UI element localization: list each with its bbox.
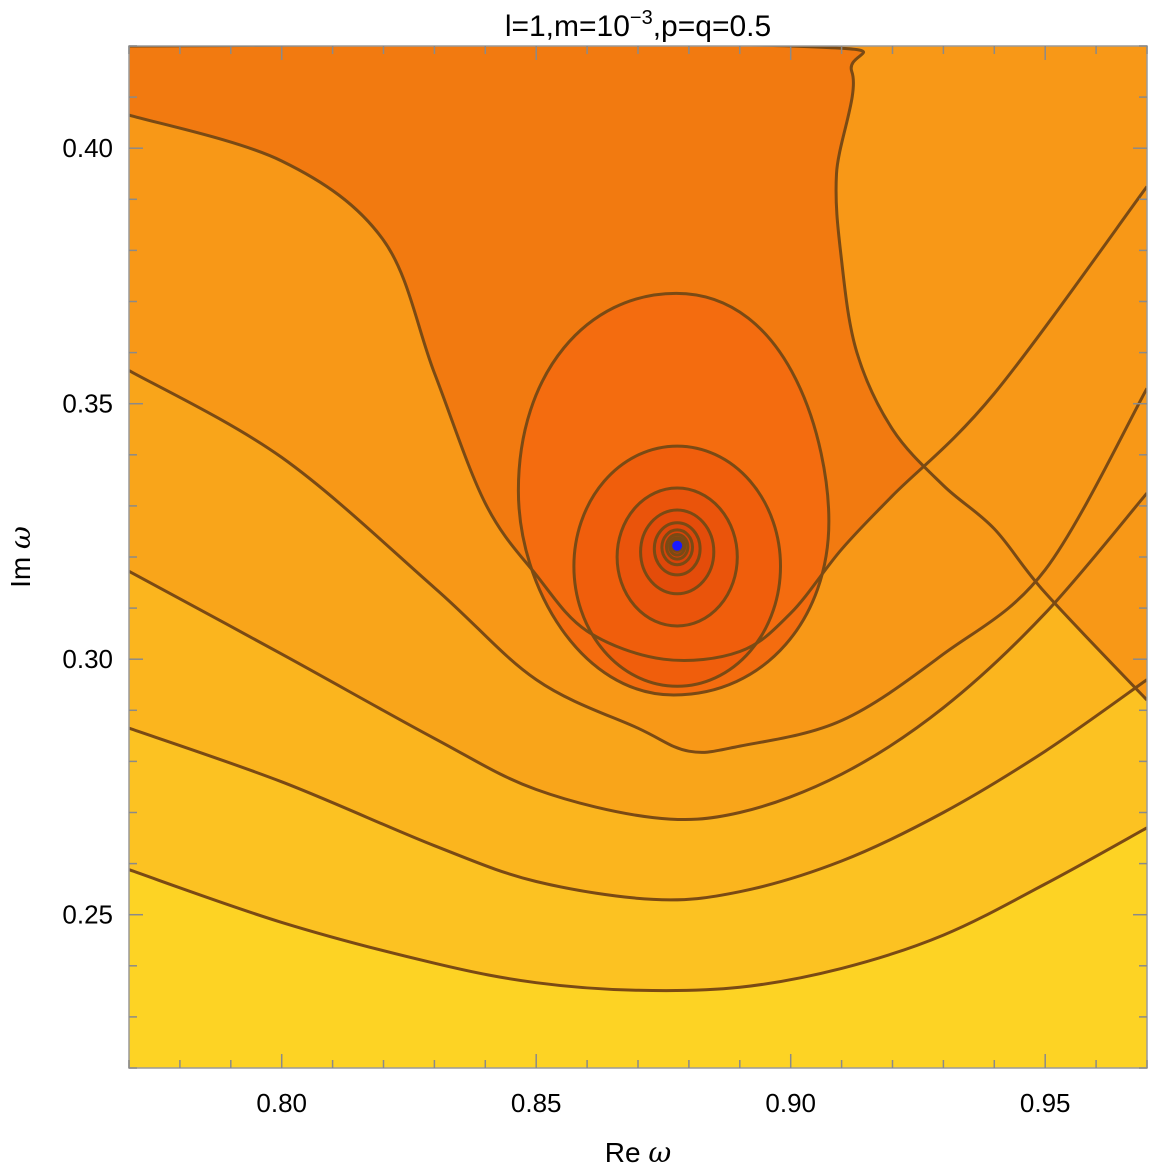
contour-line-1 (129, 826, 1147, 993)
plot-area (129, 46, 1147, 1068)
x-tick-label: 0.95 (1020, 1088, 1071, 1118)
x-tick-label: 0.90 (765, 1088, 816, 1118)
title-exponent: −3 (630, 7, 653, 29)
y-tick-label: 0.30 (62, 644, 113, 674)
contour-line-5 (129, 113, 1147, 662)
title-rest: ,p=q=0.5 (653, 10, 771, 43)
center-contours (516, 291, 831, 697)
y-tick-label: 0.25 (62, 900, 113, 930)
contour-line-6 (129, 46, 1147, 702)
chart-title: l=1,m=10−3,p=q=0.5 (505, 7, 771, 43)
x-tick-label: 0.85 (511, 1088, 562, 1118)
y-tick-label: 0.40 (62, 133, 113, 163)
x-axis-title: Re ω (605, 1136, 672, 1169)
contour-band-1 (129, 827, 1147, 1068)
axis-tick-labels: 0.80 0.85 0.90 0.95 0.25 0.30 0.35 0.40 (62, 133, 1070, 1118)
axis-ticks (128, 45, 1148, 1069)
contour-lines (129, 46, 1147, 993)
y-tick-label: 0.35 (62, 389, 113, 419)
x-axis-title-text: Re (605, 1137, 649, 1168)
contour-line-4 (129, 369, 1147, 754)
x-tick-label: 0.80 (256, 1088, 307, 1118)
pole-marker (672, 540, 683, 551)
contour-bands (129, 46, 1147, 1068)
y-axis-title: Im ω (4, 526, 37, 588)
y-axis-title-symbol: ω (4, 526, 37, 549)
contour-band-top-right (129, 46, 1147, 701)
contour-line-2 (129, 678, 1147, 902)
y-axis-title-text: Im (5, 549, 36, 588)
title-main: l=1,m=10 (505, 10, 630, 43)
contour-line-3 (129, 492, 1147, 822)
x-axis-title-symbol: ω (648, 1136, 671, 1169)
